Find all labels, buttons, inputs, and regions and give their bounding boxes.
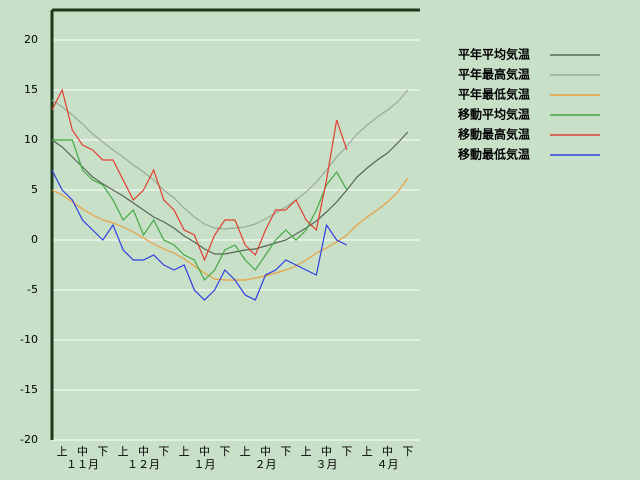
y-tick-label: 0	[31, 233, 38, 246]
y-tick-label: 20	[24, 33, 38, 46]
x-tick-label: 中	[199, 445, 210, 458]
series-line	[51, 177, 409, 281]
x-tick-label: 中	[138, 445, 149, 458]
x-tick-label: 下	[158, 445, 169, 458]
legend-label: 平年最高気温	[458, 67, 530, 82]
series-line	[51, 169, 348, 301]
y-tick-label: -5	[27, 283, 38, 296]
x-tick-label: 下	[280, 445, 291, 458]
legend-label: 移動最低気温	[458, 147, 530, 162]
month-label: ４月	[377, 458, 399, 471]
x-tick-label: 上	[118, 445, 129, 458]
y-tick-label: 5	[31, 183, 38, 196]
y-tick-label: -10	[20, 333, 38, 346]
x-tick-label: 下	[97, 445, 108, 458]
x-tick-label: 中	[321, 445, 332, 458]
month-label: ３月	[316, 458, 338, 471]
month-label: １２月	[127, 458, 160, 471]
x-tick-label: 上	[240, 445, 251, 458]
series-line	[52, 139, 348, 282]
legend-label: 移動最高気温	[458, 127, 530, 142]
x-tick-label: 上	[57, 445, 68, 458]
x-tick-label: 中	[382, 445, 393, 458]
x-tick-label: 下	[402, 445, 413, 458]
series-line	[51, 131, 409, 255]
series-line	[51, 88, 348, 262]
x-tick-label: 中	[260, 445, 271, 458]
x-tick-label: 中	[77, 445, 88, 458]
x-tick-label: 上	[301, 445, 312, 458]
month-label: ２月	[255, 458, 277, 471]
y-tick-label: -15	[20, 383, 38, 396]
x-tick-label: 上	[362, 445, 373, 458]
legend-label: 移動平均気温	[458, 107, 530, 122]
month-label: １１月	[66, 458, 99, 471]
legend-label: 平年最低気温	[458, 87, 530, 102]
series-line	[51, 89, 409, 230]
x-tick-label: 下	[341, 445, 352, 458]
y-tick-label: -20	[20, 433, 38, 446]
y-tick-label: 10	[24, 133, 38, 146]
y-tick-label: 15	[24, 83, 38, 96]
month-label: １月	[194, 458, 216, 471]
legend-label: 平年平均気温	[458, 47, 530, 62]
x-tick-label: 上	[179, 445, 190, 458]
x-tick-label: 下	[219, 445, 230, 458]
